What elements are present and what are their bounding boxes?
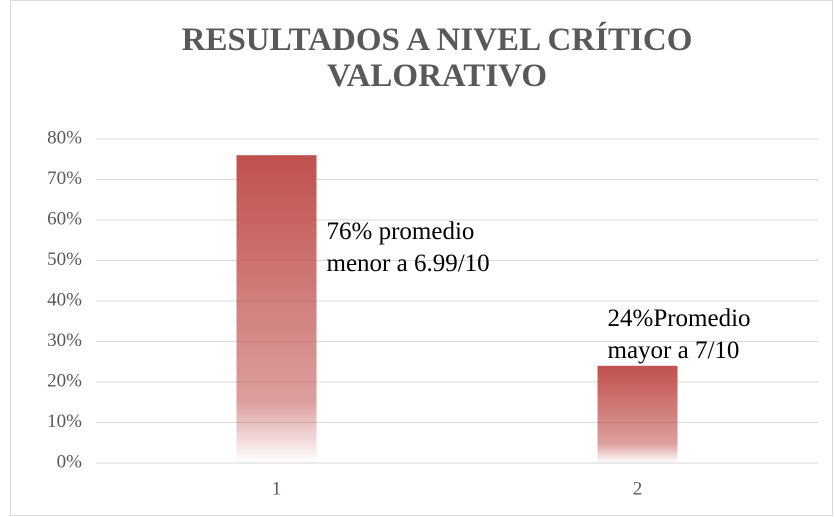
x-tick-label: 2 bbox=[633, 478, 643, 499]
chart-border bbox=[10, 0, 833, 516]
y-tick-label: 0% bbox=[57, 451, 83, 472]
y-tick-label: 40% bbox=[47, 289, 82, 310]
data-label: 24%Promedio mayor a 7/10 bbox=[608, 305, 751, 364]
bar bbox=[236, 155, 317, 463]
y-tick-label: 30% bbox=[47, 330, 82, 351]
x-tick-label: 1 bbox=[272, 478, 282, 499]
bar bbox=[597, 365, 678, 463]
y-tick-label: 20% bbox=[47, 370, 82, 391]
y-tick-label: 70% bbox=[47, 168, 82, 189]
data-label: 76% promedio menor a 6.99/10 bbox=[327, 218, 490, 277]
chart-title: RESULTADOS A NIVEL CRÍTICO VALORATIVO bbox=[181, 22, 693, 94]
y-tick-label: 80% bbox=[47, 127, 82, 148]
y-tick-label: 60% bbox=[47, 208, 82, 229]
y-tick-label: 50% bbox=[47, 249, 82, 270]
y-tick-label: 10% bbox=[47, 411, 82, 432]
